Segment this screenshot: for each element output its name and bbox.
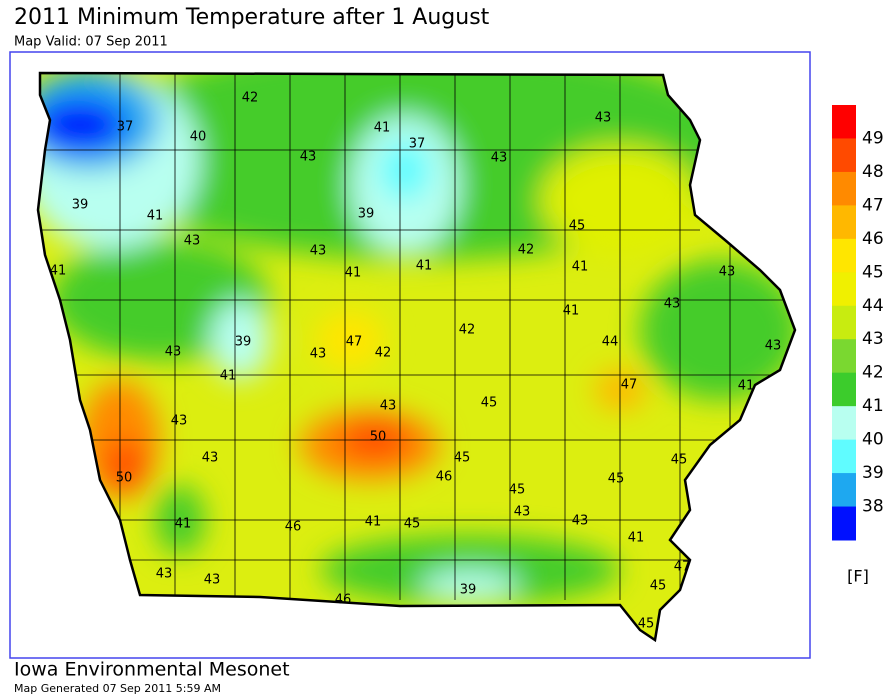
station-value: 39 — [72, 198, 89, 213]
legend-label: 39 — [862, 463, 884, 483]
station-value: 45 — [481, 396, 498, 411]
station-value: 43 — [514, 505, 531, 520]
footer-generated: Map Generated 07 Sep 2011 5:59 AM — [14, 682, 221, 695]
station-value: 45 — [509, 483, 526, 498]
legend-label: 46 — [862, 229, 884, 249]
legend-label: 43 — [862, 329, 884, 349]
station-value: 43 — [719, 265, 736, 280]
station-value: 50 — [116, 471, 133, 486]
station-value: 41 — [147, 209, 164, 224]
station-value: 43 — [765, 339, 782, 354]
legend-swatch — [832, 171, 856, 206]
legend-label: 49 — [862, 128, 884, 148]
station-value: 42 — [518, 243, 535, 258]
station-value: 45 — [404, 517, 421, 532]
legend-swatch — [832, 506, 856, 541]
station-value: 43 — [300, 150, 317, 165]
station-value: 47 — [674, 560, 691, 575]
legend-unit: [F] — [847, 567, 869, 586]
legend-label: 45 — [862, 262, 884, 282]
station-value: 46 — [436, 470, 453, 485]
station-value: 43 — [310, 347, 327, 362]
station-value: 46 — [285, 520, 302, 535]
county-lines — [38, 73, 790, 600]
station-value: 41 — [50, 264, 67, 279]
legend-label: 38 — [862, 497, 884, 517]
station-value: 43 — [184, 234, 201, 249]
legend-label: 41 — [862, 396, 884, 416]
station-value: 43 — [380, 399, 397, 414]
station-value: 44 — [602, 335, 619, 350]
station-value: 39 — [358, 207, 375, 222]
station-value: 43 — [204, 573, 221, 588]
station-value: 43 — [310, 244, 327, 259]
legend-swatch — [832, 272, 856, 307]
station-value: 42 — [375, 346, 392, 361]
legend-swatch — [832, 339, 856, 374]
state-outline — [36, 71, 797, 643]
station-value: 46 — [335, 593, 352, 608]
station-value: 41 — [345, 266, 362, 281]
station-value: 41 — [175, 517, 192, 532]
contour-fill — [38, 73, 795, 640]
station-value: 37 — [409, 137, 426, 152]
station-labels: 42 37 40 41 37 43 43 43 39 41 39 45 43 43 42 41 41 41 41 43… — [50, 91, 782, 632]
station-value: 41 — [374, 121, 391, 136]
station-value: 41 — [572, 260, 589, 275]
station-value: 42 — [459, 323, 476, 338]
station-value: 45 — [569, 219, 586, 234]
station-value: 43 — [171, 414, 188, 429]
legend-swatch — [832, 205, 856, 240]
legend-swatch — [832, 305, 856, 340]
legend-swatch — [832, 105, 856, 139]
station-value: 47 — [346, 335, 363, 350]
station-value: 43 — [572, 514, 589, 529]
station-value: 41 — [563, 304, 580, 319]
legend-swatch — [832, 473, 856, 508]
station-value: 41 — [628, 531, 645, 546]
station-value: 41 — [738, 379, 755, 394]
station-value: 43 — [202, 451, 219, 466]
color-legend: 49 48 47 46 45 44 43 42 41 40 39 38 — [832, 105, 884, 541]
map-subtitle: Map Valid: 07 Sep 2011 — [14, 35, 168, 50]
legend-swatch — [832, 406, 856, 441]
station-value: 37 — [117, 120, 134, 135]
station-value: 43 — [491, 151, 508, 166]
legend-swatch — [832, 238, 856, 273]
station-value: 43 — [595, 111, 612, 126]
station-value: 43 — [664, 297, 681, 312]
station-value: 45 — [671, 453, 688, 468]
station-value: 43 — [165, 345, 182, 360]
legend-label: 42 — [862, 363, 884, 383]
station-value: 45 — [608, 472, 625, 487]
station-value: 43 — [156, 567, 173, 582]
station-value: 45 — [454, 451, 471, 466]
legend-label: 40 — [862, 430, 884, 450]
station-value: 45 — [638, 617, 655, 632]
station-value: 41 — [416, 259, 433, 274]
station-value: 47 — [621, 378, 638, 393]
station-value: 50 — [370, 430, 387, 445]
legend-swatch — [832, 439, 856, 474]
station-value: 45 — [650, 579, 667, 594]
legend-swatch — [832, 138, 856, 173]
station-value: 39 — [235, 335, 252, 350]
legend-label: 44 — [862, 296, 884, 316]
legend-label: 48 — [862, 162, 884, 182]
legend-swatch — [832, 372, 856, 407]
station-value: 41 — [220, 369, 237, 384]
legend-label: 47 — [862, 195, 884, 215]
station-value: 39 — [460, 583, 477, 598]
map-title: 2011 Minimum Temperature after 1 August — [14, 5, 490, 30]
footer-organization: Iowa Environmental Mesonet — [14, 659, 290, 681]
station-value: 40 — [190, 130, 207, 145]
station-value: 42 — [242, 91, 259, 106]
station-value: 41 — [365, 515, 382, 530]
